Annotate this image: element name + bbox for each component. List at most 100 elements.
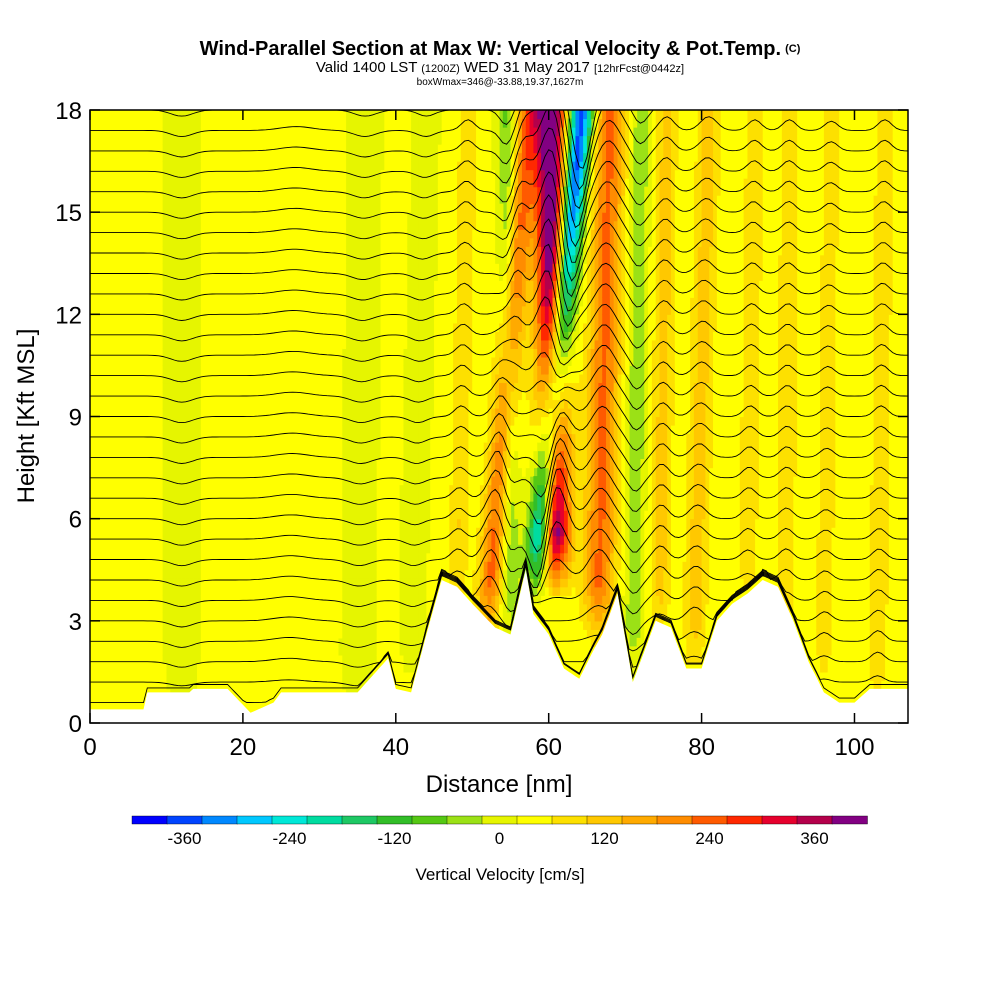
velocity-cell bbox=[231, 552, 236, 562]
velocity-cell bbox=[284, 459, 290, 469]
velocity-cell bbox=[334, 152, 340, 162]
velocity-cell bbox=[292, 169, 298, 179]
velocity-cell bbox=[135, 305, 141, 315]
velocity-cell bbox=[162, 373, 168, 384]
velocity-cell bbox=[181, 595, 187, 605]
velocity-cell bbox=[288, 484, 294, 494]
velocity-cell bbox=[292, 263, 298, 273]
velocity-cell bbox=[200, 442, 206, 452]
velocity-cell bbox=[273, 595, 278, 605]
velocity-cell bbox=[204, 595, 210, 605]
velocity-cell bbox=[109, 450, 114, 460]
velocity-cell bbox=[162, 535, 168, 545]
velocity-cell bbox=[197, 212, 202, 222]
velocity-cell bbox=[300, 620, 305, 630]
velocity-cell bbox=[284, 433, 290, 443]
velocity-cell bbox=[177, 442, 183, 452]
velocity-cell bbox=[177, 322, 183, 332]
velocity-cell bbox=[189, 271, 194, 281]
velocity-cell bbox=[120, 680, 126, 690]
velocity-cell bbox=[292, 680, 298, 690]
velocity-cell bbox=[197, 476, 202, 486]
velocity-cell bbox=[208, 110, 213, 120]
velocity-cell bbox=[330, 646, 336, 656]
velocity-cell bbox=[197, 578, 202, 588]
velocity-cell bbox=[204, 382, 210, 392]
velocity-cell bbox=[330, 637, 336, 647]
velocity-cell bbox=[227, 339, 233, 349]
velocity-cell bbox=[90, 476, 95, 486]
velocity-cell bbox=[112, 144, 118, 154]
velocity-cell bbox=[262, 314, 267, 324]
velocity-cell bbox=[349, 654, 355, 665]
velocity-cell bbox=[204, 459, 210, 469]
velocity-cell bbox=[288, 365, 294, 375]
velocity-cell bbox=[93, 118, 99, 128]
velocity-cell bbox=[185, 322, 190, 332]
velocity-cell bbox=[330, 110, 336, 120]
velocity-cell bbox=[273, 135, 278, 145]
velocity-cell bbox=[166, 450, 171, 460]
velocity-cell bbox=[227, 459, 233, 469]
velocity-cell bbox=[296, 297, 301, 307]
velocity-cell bbox=[212, 467, 217, 477]
velocity-cell bbox=[112, 510, 118, 520]
velocity-cell bbox=[307, 339, 313, 349]
velocity-cell bbox=[174, 331, 179, 341]
velocity-cell bbox=[212, 178, 217, 188]
velocity-cell bbox=[227, 152, 233, 162]
velocity-cell bbox=[311, 612, 317, 622]
velocity-cell bbox=[277, 459, 282, 469]
velocity-cell bbox=[292, 629, 298, 639]
velocity-cell bbox=[197, 467, 202, 477]
velocity-cell bbox=[346, 510, 351, 520]
velocity-cell bbox=[254, 688, 259, 699]
velocity-cell bbox=[197, 399, 202, 409]
velocity-cell bbox=[219, 110, 225, 120]
velocity-cell bbox=[300, 552, 305, 562]
velocity-cell bbox=[116, 229, 122, 239]
velocity-cell bbox=[147, 629, 152, 639]
velocity-cell bbox=[239, 152, 244, 162]
velocity-cell bbox=[208, 510, 213, 520]
velocity-cell bbox=[219, 280, 225, 290]
velocity-cell bbox=[235, 271, 240, 281]
velocity-cell bbox=[124, 118, 129, 128]
velocity-cell bbox=[281, 433, 286, 443]
velocity-cell bbox=[223, 620, 229, 630]
velocity-cell bbox=[227, 603, 233, 613]
velocity-cell bbox=[349, 544, 355, 554]
velocity-cell bbox=[204, 178, 210, 188]
velocity-cell bbox=[189, 399, 194, 409]
velocity-cell bbox=[326, 663, 332, 673]
velocity-cell bbox=[151, 110, 156, 120]
velocity-cell bbox=[189, 450, 194, 460]
velocity-cell bbox=[227, 118, 233, 128]
velocity-cell bbox=[338, 212, 343, 222]
velocity-cell bbox=[281, 195, 286, 205]
velocity-cell bbox=[105, 135, 110, 145]
velocity-cell bbox=[277, 612, 282, 622]
velocity-cell bbox=[296, 373, 301, 384]
velocity-cell bbox=[109, 135, 114, 145]
velocity-cell bbox=[93, 527, 99, 537]
velocity-cell bbox=[147, 586, 152, 596]
velocity-cell bbox=[181, 518, 187, 528]
velocity-cell bbox=[330, 288, 336, 298]
velocity-cell bbox=[311, 322, 317, 332]
velocity-cell bbox=[154, 459, 160, 469]
velocity-cell bbox=[304, 373, 309, 384]
velocity-cell bbox=[132, 348, 137, 358]
velocity-cell bbox=[151, 339, 156, 349]
velocity-cell bbox=[170, 280, 175, 290]
velocity-cell bbox=[181, 186, 187, 196]
velocity-cell bbox=[181, 110, 187, 120]
velocity-cell bbox=[109, 399, 114, 409]
velocity-cell bbox=[231, 271, 236, 281]
velocity-cell bbox=[166, 110, 171, 120]
velocity-cell bbox=[185, 416, 190, 426]
velocity-cell bbox=[307, 135, 313, 145]
velocity-cell bbox=[90, 484, 95, 494]
velocity-cell bbox=[193, 118, 198, 128]
velocity-cell bbox=[250, 271, 255, 281]
